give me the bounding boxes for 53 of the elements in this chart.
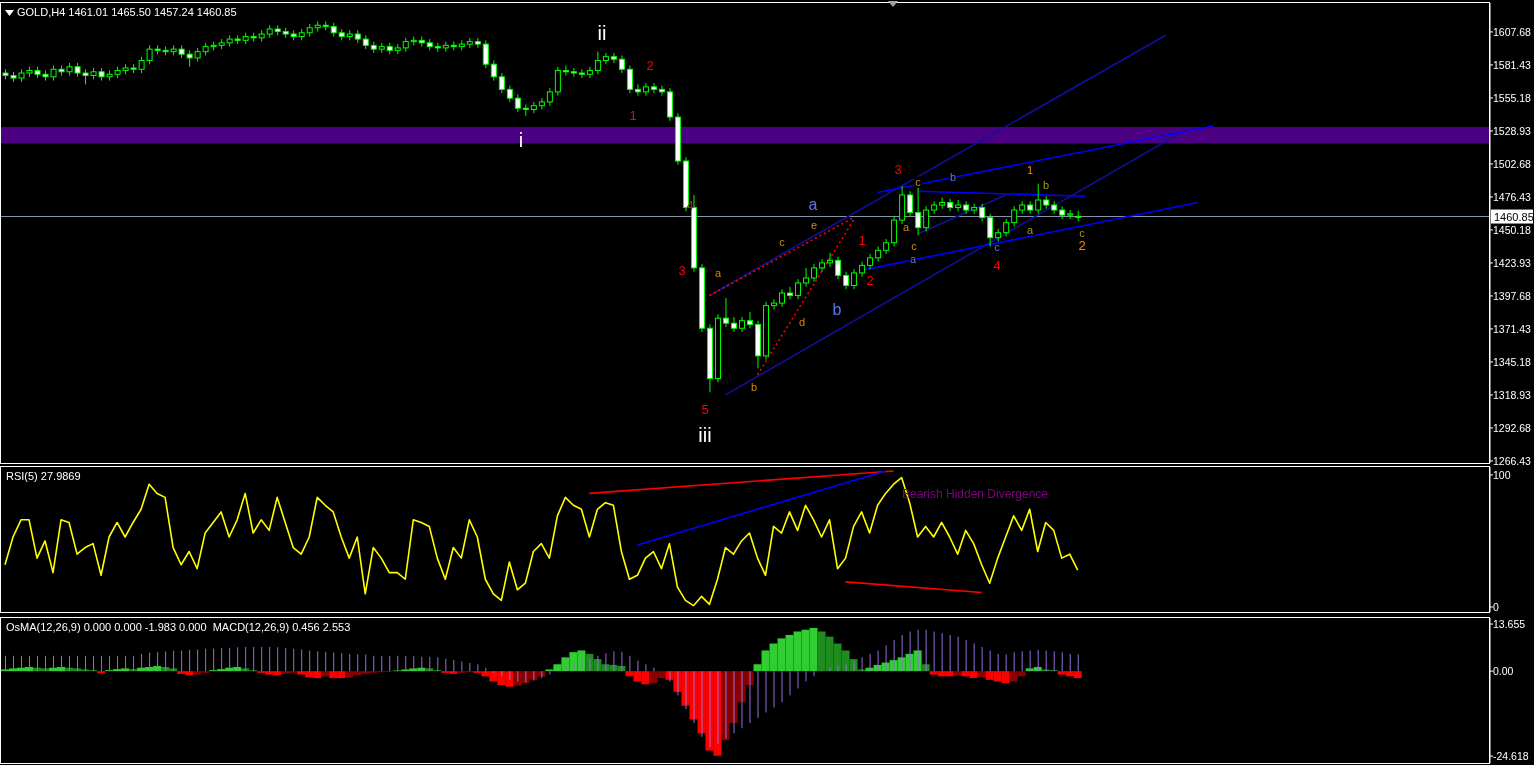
y-tick-label: 1371.43 [1493,322,1532,335]
y-tick-label: -24.618 [1493,750,1529,763]
y-tick-label: 1397.68 [1493,289,1532,302]
chart-title: GOLD,H4 1461.01 1465.50 1457.24 1460.85 [17,6,237,18]
y-tick-label: 1266.43 [1493,454,1532,467]
y-tick-label: 1555.18 [1493,91,1532,104]
annotation: 3 [894,161,902,177]
annotation: a [714,266,722,279]
y-tick-label: 1528.93 [1493,124,1532,137]
annotation: a [908,252,918,265]
annotation: c [911,239,917,252]
annotation: i [518,129,524,151]
annotation: 4 [686,197,694,213]
annotation: b [832,301,842,318]
y-tick-label: 1423.93 [1493,256,1532,269]
annotation: 2 [1078,237,1086,253]
y-tick-label: 0 [1493,600,1499,613]
annotation: b [948,170,958,183]
annotation: b [1042,178,1050,191]
annotation: 1 [858,232,866,248]
y-tick-label: 1607.68 [1493,25,1532,38]
annotation: e [810,218,818,231]
y-tick-label: 1450.18 [1493,223,1532,236]
y-tick-label: 1502.68 [1493,157,1532,170]
y-tick-label: 1292.68 [1493,421,1532,434]
annotation: a [902,220,910,233]
annotation: 1 [629,107,637,123]
annotation: 1 [1026,163,1034,176]
y-tick-label: 0.00 [1493,665,1514,678]
annotation: iii [698,424,712,446]
annotation: ii [597,22,607,44]
y-tick-label: 1581.43 [1493,58,1532,71]
y-tick-label: 100 [1493,468,1511,481]
chart-title: RSI(5) 27.9869 [6,470,81,482]
annotation: 5 [701,401,709,417]
annotation: c [914,175,922,188]
annotation: 2 [866,272,874,288]
annotation: c [1079,226,1085,239]
y-tick-label: 1476.43 [1493,190,1532,203]
annotation: 3 [678,262,686,278]
y-tick-label: 13.655 [1493,618,1526,631]
y-tick-label: 1318.93 [1493,388,1532,401]
annotation: a [808,196,818,213]
annotation: 4 [993,257,1001,273]
ref-line-label: 1460.85 [1494,210,1534,223]
annotation: c [994,240,1000,253]
annotation: a [1026,223,1034,236]
annotation: c [779,235,785,248]
annotation: 2 [646,57,654,73]
y-tick-label: 1345.18 [1493,355,1532,368]
chart-title: OsMA(12,26,9) 0.000 0.000 -1.983 0.000 MACD(12,26,9) 0.456 2.553 [6,621,351,633]
annotation: b [750,380,758,393]
annotation: d [798,315,806,328]
